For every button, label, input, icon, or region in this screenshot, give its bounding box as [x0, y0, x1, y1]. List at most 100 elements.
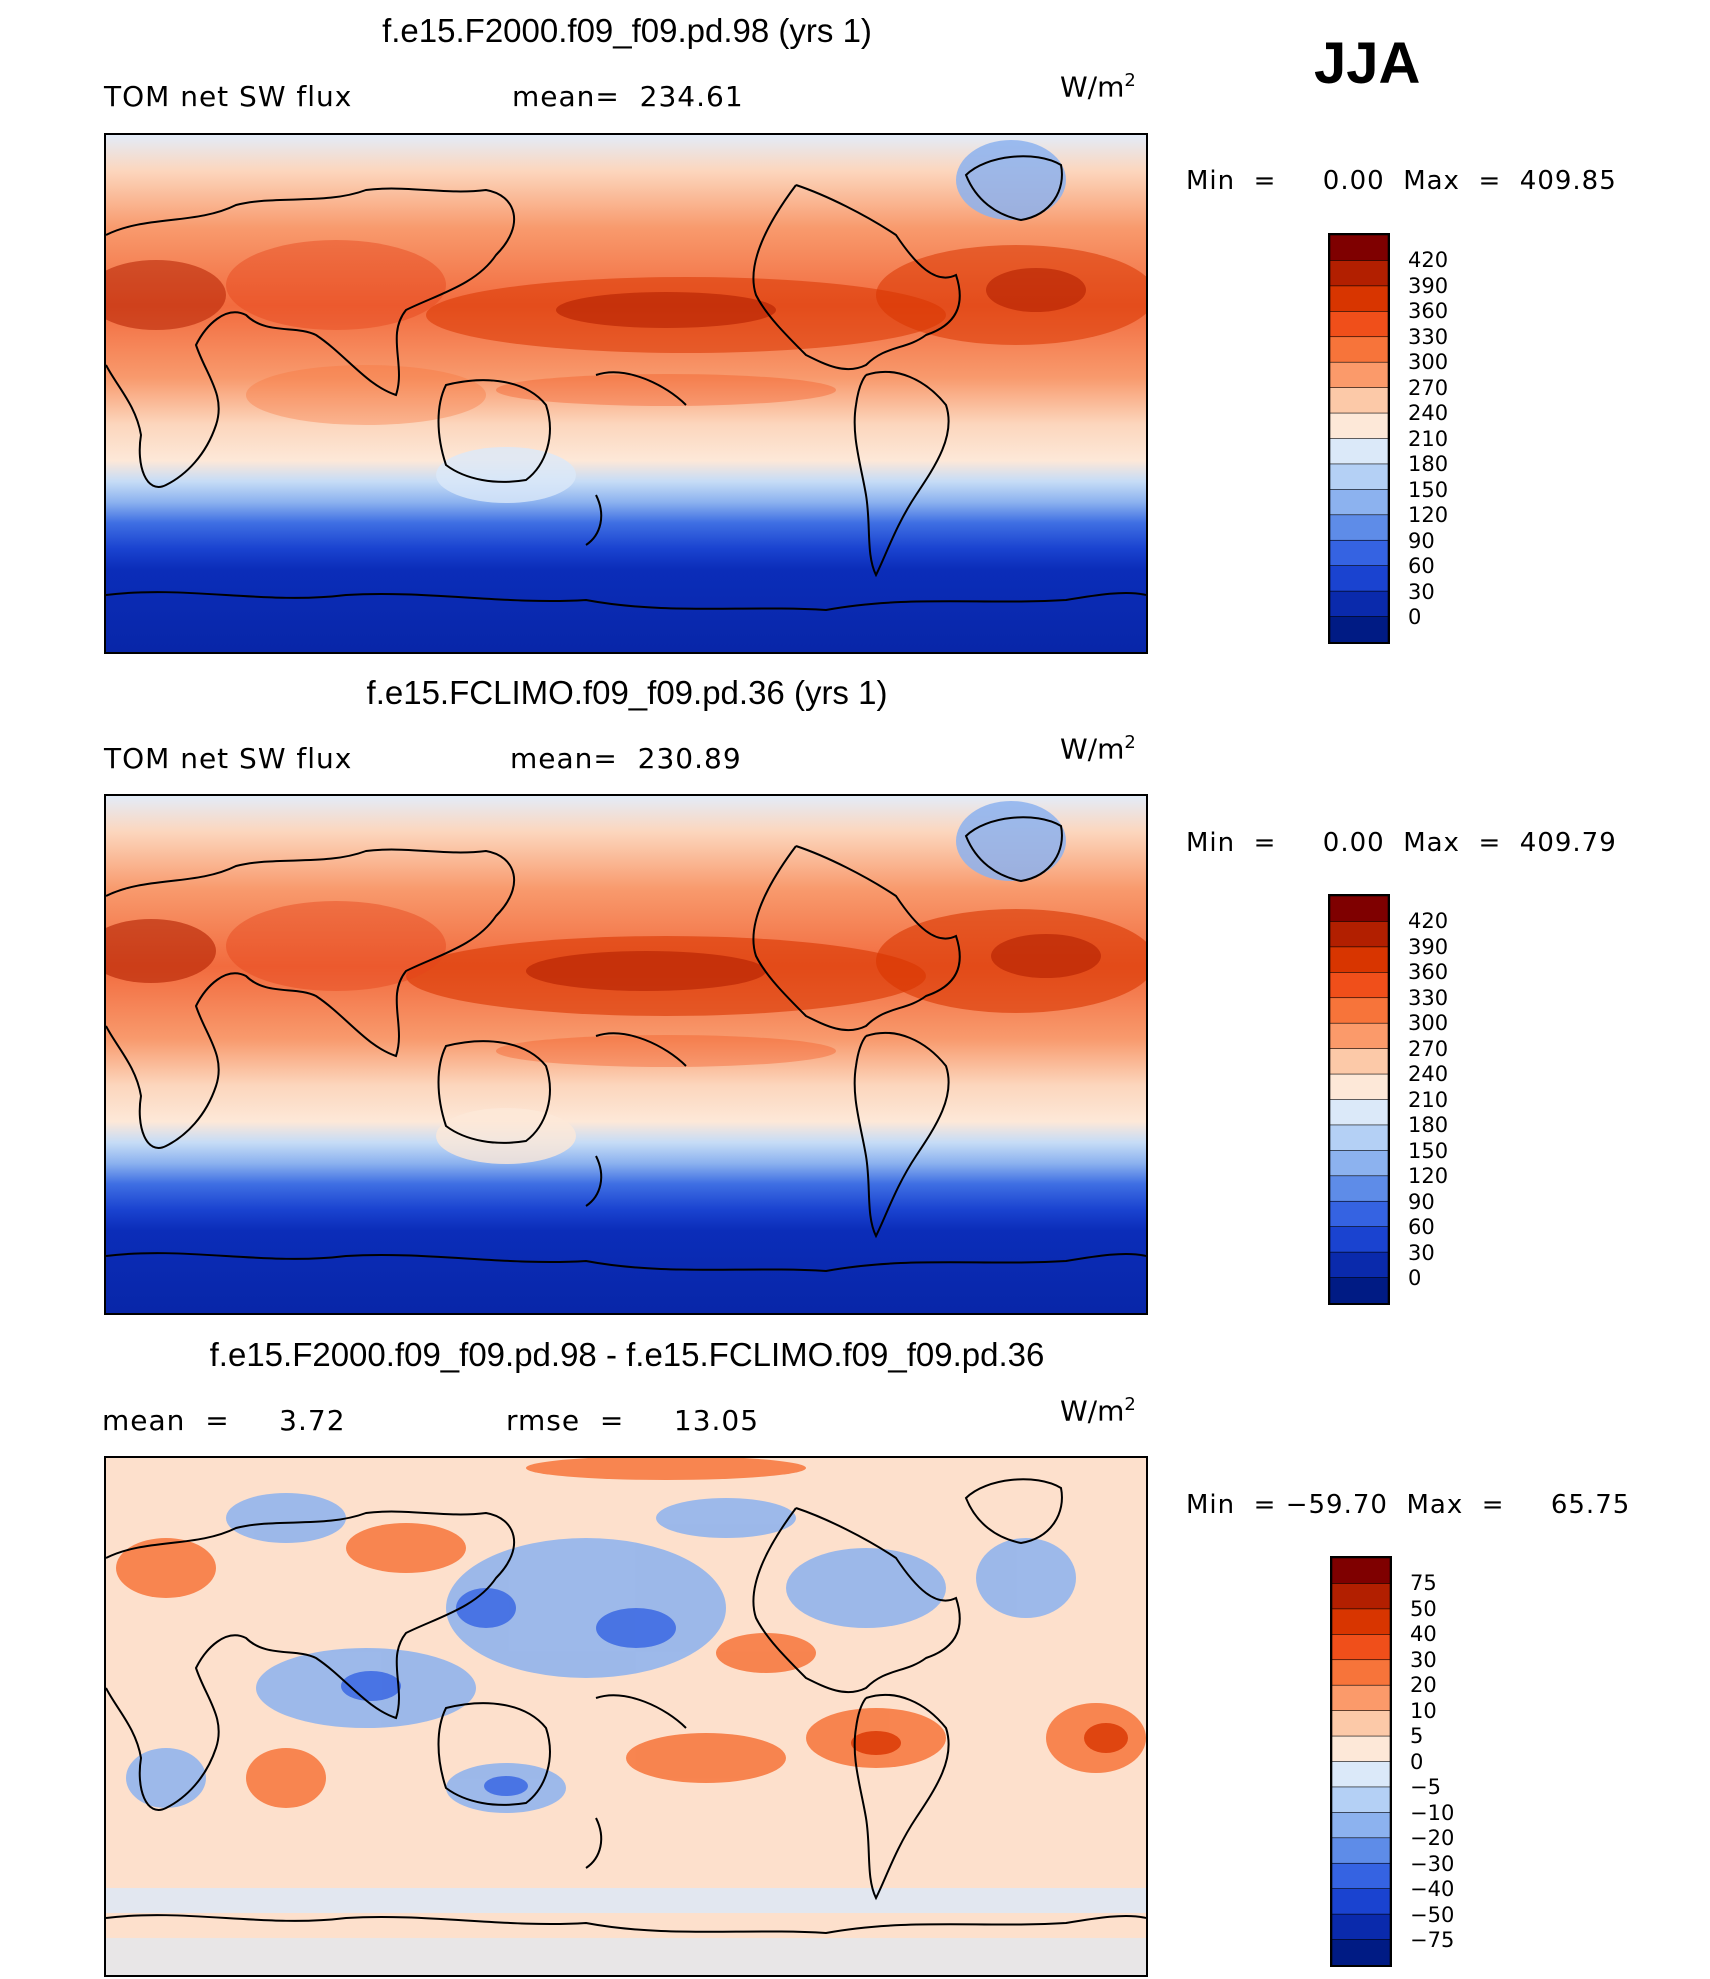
panel2-colorbar-labels: 420 390 360 330 300 270 240 210 180 150 … — [1400, 894, 1480, 1305]
colorbar-swatch — [1329, 1175, 1389, 1203]
colorbar-swatch — [1331, 1583, 1391, 1610]
colorbar-swatch — [1329, 1277, 1389, 1304]
colorbar-swatch — [1331, 1888, 1391, 1915]
panel3-title: f.e15.F2000.f09_f09.pd.98 - f.e15.FCLIMO… — [209, 1336, 1045, 1373]
colorbar-swatch — [1331, 1939, 1391, 1966]
cb2-tick: 390 — [1408, 935, 1449, 959]
panel3-colorbar-labels: 75 50 40 30 20 10 5 0 −5 −10 −20 −30 −40… — [1402, 1556, 1482, 1967]
cb2-tick: 330 — [1408, 986, 1449, 1010]
cb1-tick: 420 — [1408, 248, 1449, 272]
cb2-tick: 180 — [1408, 1113, 1449, 1137]
colorbar-swatch — [1329, 1099, 1389, 1126]
colorbar-swatch — [1329, 260, 1389, 287]
cb3-tick: −40 — [1410, 1877, 1455, 1901]
cb1-tick: 270 — [1408, 376, 1449, 400]
panel1-min-max: Min = 0.00 Max = 409.85 — [1186, 166, 1617, 196]
panel3-map-svg — [106, 1458, 1146, 1975]
panel1-colorbar-svg — [1329, 234, 1389, 643]
colorbar-swatch — [1329, 336, 1389, 363]
colorbar-swatch — [1329, 1073, 1389, 1101]
colorbar-swatch — [1331, 1684, 1391, 1712]
cb3-tick: 40 — [1410, 1622, 1437, 1646]
colorbar-swatch — [1329, 590, 1389, 618]
colorbar-swatch — [1329, 946, 1389, 974]
cb2-tick: 150 — [1408, 1139, 1449, 1163]
cb3-tick: −10 — [1410, 1801, 1455, 1825]
colorbar-swatch — [1329, 361, 1389, 389]
panel2-min-max: Min = 0.00 Max = 409.79 — [1186, 828, 1617, 858]
panel2-title: f.e15.FCLIMO.f09_f09.pd.36 (yrs 1) — [366, 674, 888, 711]
colorbar-swatch — [1331, 1735, 1391, 1763]
cb3-tick: 5 — [1410, 1724, 1424, 1748]
panel1-title: f.e15.F2000.f09_f09.pd.98 (yrs 1) — [382, 12, 872, 49]
panel2-map — [104, 794, 1148, 1315]
cb3-tick: −30 — [1410, 1852, 1455, 1876]
colorbar-swatch — [1329, 616, 1389, 643]
cb1-tick: 90 — [1408, 529, 1435, 553]
cb3-tick: −5 — [1410, 1775, 1441, 1799]
panel3-unit-label: W/m2 — [1060, 1394, 1136, 1428]
cb2-tick: 270 — [1408, 1037, 1449, 1061]
colorbar-swatch — [1329, 1022, 1389, 1050]
panel1-map — [104, 133, 1148, 654]
colorbar-swatch — [1329, 921, 1389, 948]
panel1-map-svg — [106, 135, 1146, 652]
cb2-tick: 300 — [1408, 1011, 1449, 1035]
colorbar-swatch — [1329, 1200, 1389, 1228]
cb1-tick: 180 — [1408, 452, 1449, 476]
cb2-tick: 210 — [1408, 1088, 1449, 1112]
panel3-mean-label: mean = 3.72 — [102, 1404, 346, 1437]
panel2-map-svg — [106, 796, 1146, 1313]
colorbar-swatch — [1329, 438, 1389, 465]
colorbar-swatch — [1329, 1251, 1389, 1279]
cb1-tick: 210 — [1408, 427, 1449, 451]
cb1-tick: 30 — [1408, 580, 1435, 604]
colorbar-swatch — [1331, 1710, 1391, 1737]
cb3-tick: −20 — [1410, 1826, 1455, 1850]
cb3-tick: −75 — [1410, 1928, 1455, 1952]
cb3-tick: 20 — [1410, 1673, 1437, 1697]
colorbar-swatch — [1331, 1837, 1391, 1865]
cb1-tick: 0 — [1408, 605, 1422, 629]
colorbar-swatch — [1331, 1913, 1391, 1941]
cb2-tick: 360 — [1408, 960, 1449, 984]
season-label: JJA — [1314, 31, 1421, 96]
panel1-colorbar — [1328, 233, 1390, 644]
colorbar-swatch — [1329, 285, 1389, 313]
cb2-tick: 90 — [1408, 1190, 1435, 1214]
cb3-tick: 0 — [1410, 1750, 1424, 1774]
panel2-colorbar — [1328, 894, 1390, 1305]
colorbar-swatch — [1329, 387, 1389, 414]
cb1-tick: 360 — [1408, 299, 1449, 323]
panel2-unit-label: W/m2 — [1060, 732, 1136, 766]
panel3-colorbar-svg — [1331, 1557, 1391, 1966]
colorbar-swatch — [1329, 1226, 1389, 1253]
colorbar-swatch — [1329, 997, 1389, 1024]
panel2-variable-label: TOM net SW flux — [104, 742, 353, 775]
colorbar-swatch — [1329, 895, 1389, 923]
cb2-tick: 0 — [1408, 1266, 1422, 1290]
colorbar-swatch — [1329, 412, 1389, 440]
cb1-tick: 240 — [1408, 401, 1449, 425]
colorbar-swatch — [1329, 311, 1389, 338]
panel1-mean-label: mean= 234.61 — [512, 80, 744, 113]
colorbar-swatch — [1329, 539, 1389, 567]
panel1-colorbar-labels: 420 390 360 330 300 270 240 210 180 150 … — [1400, 233, 1480, 644]
panel2-mean-label: mean= 230.89 — [510, 742, 742, 775]
cb1-tick: 330 — [1408, 325, 1449, 349]
cb2-tick: 60 — [1408, 1215, 1435, 1239]
panel3-map — [104, 1456, 1148, 1977]
cb1-tick: 150 — [1408, 478, 1449, 502]
cb3-tick: 30 — [1410, 1648, 1437, 1672]
cb3-tick: 10 — [1410, 1699, 1437, 1723]
cb3-tick: 75 — [1410, 1571, 1437, 1595]
cb2-tick: 30 — [1408, 1241, 1435, 1265]
cb2-tick: 420 — [1408, 909, 1449, 933]
panel1-unit-label: W/m2 — [1060, 70, 1136, 104]
colorbar-swatch — [1329, 463, 1389, 491]
colorbar-swatch — [1329, 565, 1389, 592]
panel3-rmse-label: rmse = 13.05 — [506, 1404, 760, 1437]
colorbar-swatch — [1331, 1812, 1391, 1839]
colorbar-swatch — [1329, 489, 1389, 516]
cb1-tick: 300 — [1408, 350, 1449, 374]
